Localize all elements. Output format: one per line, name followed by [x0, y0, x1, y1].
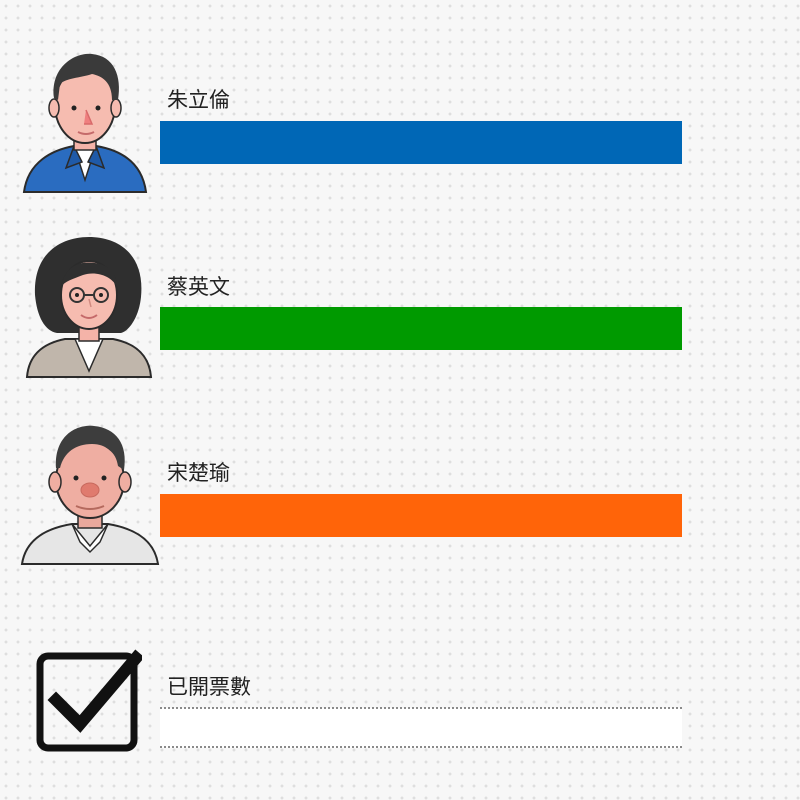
candidate-bar-1	[160, 121, 682, 164]
candidate-name-1: 朱立倫	[167, 88, 230, 112]
candidate-bar-3	[160, 494, 682, 537]
female-avatar-glasses-icon	[25, 237, 153, 378]
male-avatar-blue-shirt-icon	[22, 53, 148, 193]
candidate-bar-2	[160, 307, 682, 350]
checkbox-check-icon	[36, 649, 142, 752]
candidate-name-3: 宋楚瑜	[167, 461, 230, 485]
candidate-name-2: 蔡英文	[167, 275, 230, 299]
ballots-counted-dotted-bottom	[160, 746, 682, 748]
ballots-counted-track	[160, 708, 682, 748]
ballots-counted-dotted-top	[160, 707, 682, 709]
male-avatar-white-shirt-icon	[20, 425, 160, 565]
ballots-counted-label: 已開票數	[167, 675, 251, 699]
